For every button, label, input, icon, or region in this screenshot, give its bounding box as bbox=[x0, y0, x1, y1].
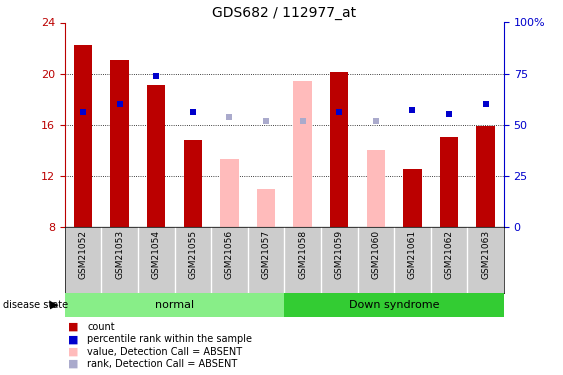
Bar bbox=[403, 170, 422, 227]
Bar bbox=[293, 81, 312, 227]
Text: GSM21052: GSM21052 bbox=[79, 230, 87, 279]
Text: ■: ■ bbox=[68, 334, 78, 344]
Text: GSM21059: GSM21059 bbox=[335, 230, 343, 279]
Text: GSM21061: GSM21061 bbox=[408, 230, 417, 279]
Bar bbox=[440, 138, 458, 227]
Text: GSM21055: GSM21055 bbox=[189, 230, 197, 279]
Text: normal: normal bbox=[155, 300, 194, 310]
Text: ■: ■ bbox=[68, 359, 78, 369]
Bar bbox=[367, 150, 385, 227]
Text: percentile rank within the sample: percentile rank within the sample bbox=[87, 334, 252, 344]
Bar bbox=[284, 292, 504, 317]
Text: GSM21054: GSM21054 bbox=[152, 230, 160, 279]
Text: GSM21060: GSM21060 bbox=[372, 230, 380, 279]
Bar bbox=[220, 159, 239, 227]
Text: GSM21053: GSM21053 bbox=[115, 230, 124, 279]
Text: count: count bbox=[87, 322, 115, 332]
Text: disease state: disease state bbox=[3, 300, 68, 310]
Bar bbox=[476, 126, 495, 227]
Bar bbox=[65, 292, 284, 317]
Text: ■: ■ bbox=[68, 347, 78, 357]
Text: GSM21058: GSM21058 bbox=[298, 230, 307, 279]
Text: value, Detection Call = ABSENT: value, Detection Call = ABSENT bbox=[87, 347, 243, 357]
Bar bbox=[184, 140, 202, 227]
Text: ■: ■ bbox=[68, 322, 78, 332]
Bar bbox=[147, 85, 166, 227]
Text: GSM21057: GSM21057 bbox=[262, 230, 270, 279]
Bar bbox=[330, 72, 348, 227]
Text: ▶: ▶ bbox=[50, 300, 59, 310]
Text: rank, Detection Call = ABSENT: rank, Detection Call = ABSENT bbox=[87, 359, 238, 369]
Bar bbox=[74, 45, 92, 227]
Text: Down syndrome: Down syndrome bbox=[349, 300, 439, 310]
Text: GSM21062: GSM21062 bbox=[445, 230, 453, 279]
Bar bbox=[110, 60, 129, 227]
Text: GSM21063: GSM21063 bbox=[481, 230, 490, 279]
Bar bbox=[257, 189, 275, 227]
Text: GSM21056: GSM21056 bbox=[225, 230, 234, 279]
Title: GDS682 / 112977_at: GDS682 / 112977_at bbox=[212, 6, 356, 20]
